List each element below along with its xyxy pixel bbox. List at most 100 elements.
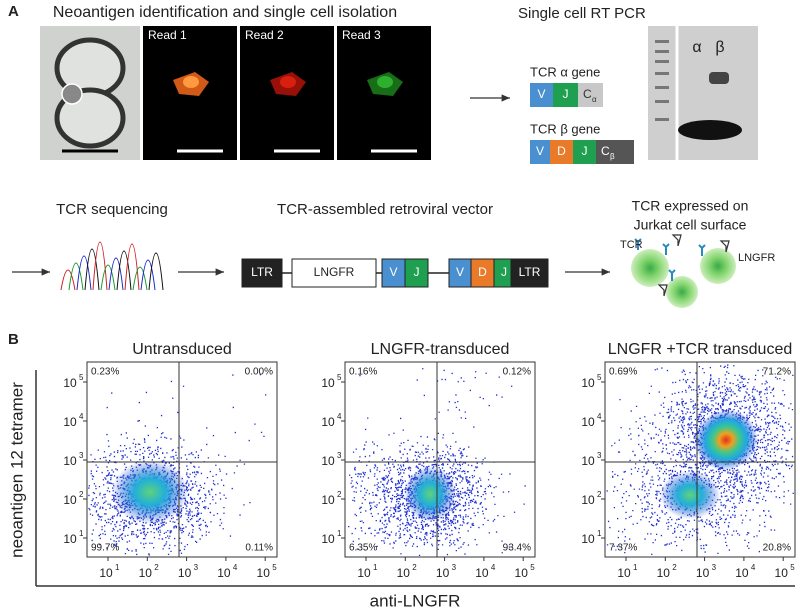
vector-title: TCR-assembled retroviral vector — [277, 201, 493, 218]
quadrant-percent: 0.11% — [245, 543, 273, 554]
gene-segment — [550, 140, 573, 164]
gene-segment — [573, 140, 596, 164]
plot-title: Untransduced — [132, 341, 232, 358]
y-tick-exponent: 5 — [337, 373, 342, 382]
x-tick-exponent: 2 — [412, 563, 417, 572]
x-tick-exponent: 4 — [233, 563, 238, 572]
chromatogram-peak — [100, 264, 116, 291]
vector-element-label: LTR — [251, 265, 273, 279]
y-tick-exponent: 4 — [337, 412, 342, 421]
panel-label: A — [8, 3, 19, 20]
x-tick-base: 10 — [397, 566, 411, 580]
gel — [648, 26, 758, 160]
ladder-band — [655, 86, 669, 89]
gene-segment-label: D — [557, 144, 566, 158]
y-tick-base: 10 — [321, 532, 335, 546]
vector-element-label: V — [456, 265, 464, 279]
chromatogram-peak — [68, 262, 84, 291]
plot-title: LNGFR-transduced — [371, 341, 510, 358]
single-cell — [61, 83, 83, 105]
fluorescent-spot — [280, 76, 296, 88]
read-label: Read 1 — [148, 28, 187, 42]
vector-element-label: J — [414, 265, 420, 279]
y-tick-exponent: 5 — [79, 373, 84, 382]
density-core — [660, 471, 720, 519]
x-tick-exponent: 1 — [633, 563, 638, 572]
quadrant-percent: 0.23% — [91, 367, 119, 378]
chromatogram-peak — [132, 266, 148, 291]
x-tick-base: 10 — [735, 566, 749, 580]
y-tick-base: 10 — [63, 376, 77, 390]
lngfr-receptor — [671, 234, 682, 247]
receptor — [668, 269, 676, 281]
chromatogram-peak — [124, 243, 140, 291]
vector-element-label: V — [389, 265, 397, 279]
jurkat-cell — [666, 276, 698, 308]
quadrant-percent: 99.7% — [91, 543, 119, 554]
gene-segment — [596, 140, 634, 164]
y-tick-base: 10 — [321, 376, 335, 390]
x-tick-base: 10 — [139, 566, 153, 580]
ladder-band — [655, 72, 669, 75]
x-tick-exponent: 5 — [790, 563, 795, 572]
plot-title: LNGFR +TCR transduced — [608, 341, 793, 358]
panel-label: B — [8, 331, 19, 348]
plot-frame — [86, 361, 278, 558]
gene-label: TCR β gene — [530, 121, 600, 136]
primer-band — [678, 120, 742, 140]
x-tick-base: 10 — [775, 566, 789, 580]
y-tick-exponent: 3 — [597, 451, 602, 460]
chromatogram-peak — [92, 241, 108, 291]
quadrant-percent: 7.37% — [609, 543, 637, 554]
gene-segment — [530, 83, 553, 107]
gene-segment-label: J — [563, 87, 569, 101]
vector-element — [291, 258, 377, 288]
quadrant-percent: 0.00% — [245, 367, 273, 378]
vector-element-label: LTR — [519, 265, 541, 279]
y-tick-exponent: 4 — [79, 412, 84, 421]
expression-title: Jurkat cell surface — [634, 217, 747, 233]
fluorescent-spot — [377, 76, 393, 88]
y-tick-base: 10 — [321, 415, 335, 429]
quadrant-percent: 93.4% — [503, 543, 531, 554]
y-tick-exponent: 2 — [337, 490, 342, 499]
x-tick-base: 10 — [178, 566, 192, 580]
fluorescent-spot — [183, 76, 199, 88]
receptor — [698, 244, 706, 256]
vector-element — [241, 258, 283, 288]
quadrant-percent: 20.8% — [763, 543, 791, 554]
gene-label: TCR α gene — [530, 64, 600, 79]
plot-frame — [604, 361, 796, 558]
expression-title: TCR expressed on — [632, 198, 749, 214]
expression-label: TCR — [620, 239, 643, 251]
vector-element-label: LNGFR — [314, 265, 355, 279]
x-tick-base: 10 — [217, 566, 231, 580]
x-tick-base: 10 — [475, 566, 489, 580]
y-tick-exponent: 5 — [597, 373, 602, 382]
y-tick-exponent: 2 — [597, 490, 602, 499]
ladder-band — [655, 100, 669, 103]
quadrant-percent: 0.12% — [503, 367, 531, 378]
chromatogram-peak — [84, 248, 100, 291]
ladder-band — [655, 50, 669, 53]
vector-element-label: D — [478, 265, 487, 279]
jurkat-cell — [631, 249, 669, 287]
chromatogram-peak — [140, 259, 156, 291]
gene-segment-label: V — [536, 144, 544, 158]
density-core — [112, 460, 188, 524]
x-tick-base: 10 — [257, 566, 271, 580]
vector-element-label: J — [501, 265, 507, 279]
x-axis-label: anti-LNGFR — [370, 591, 461, 610]
x-tick-base: 10 — [515, 566, 529, 580]
x-tick-exponent: 3 — [712, 563, 717, 572]
y-tick-exponent: 1 — [79, 529, 84, 538]
chromatogram-peak — [60, 269, 76, 291]
y-tick-exponent: 1 — [597, 529, 602, 538]
gel-lane-label: β — [715, 39, 724, 56]
y-tick-base: 10 — [321, 493, 335, 507]
x-tick-exponent: 4 — [491, 563, 496, 572]
x-tick-exponent: 2 — [154, 563, 159, 572]
y-tick-base: 10 — [581, 454, 595, 468]
jurkat-cell — [700, 248, 736, 284]
gene-subscript: β — [610, 152, 615, 161]
